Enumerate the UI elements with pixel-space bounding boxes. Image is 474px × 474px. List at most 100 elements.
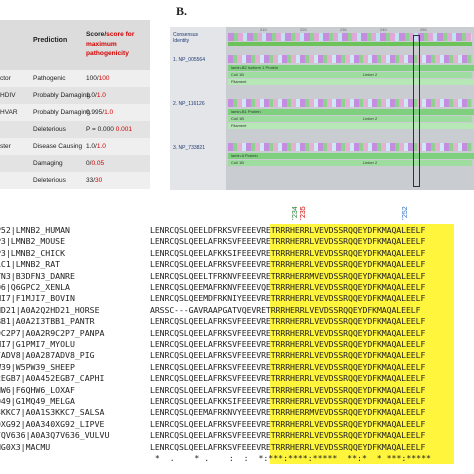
table-row: ctor Pathogenic 100/100 [0, 70, 150, 87]
prediction-table: Prediction Score/score for maximum patho… [0, 20, 150, 190]
protein-bar: lamin-B1 Protein [228, 109, 474, 115]
prediction-cell: Deleterious [33, 126, 66, 133]
alignment-row: Q6|Q6GPC2_XENLA LENRCQSLQEEMAFRKNVFEEEVQE… [0, 281, 474, 293]
ruler-tick: 250 [420, 27, 427, 32]
tool-cell: ctor [0, 75, 11, 82]
filament-bar: Filament [228, 79, 474, 85]
sequence-strip [228, 99, 472, 107]
score-value: 0 [86, 160, 90, 167]
sequence-residues: ARSSC---GAVRAAPGATVQEVRETRRRHERRLVEVDSSR… [150, 304, 421, 315]
table-row: Deleterious 33/30 [0, 172, 150, 189]
viewer-label-column [170, 27, 226, 190]
sequence-name: Q49|G1MQ49_MELGA [0, 396, 75, 406]
sequence-residues: LENRCQSLQEELAFRKSVFEEEVRETRRRHERRLVEVDSS… [150, 350, 426, 361]
ruler-tick: 240 [380, 27, 387, 32]
score-separator: / [96, 75, 99, 82]
consensus-line: * . * . : : *:***:****:***** **:* * ***:… [150, 453, 431, 463]
header-score-2: score for [106, 31, 135, 38]
sequence-residues: LENRCQSLQEELAFRKSVFEEEVRETRRRHERRLVEVDSS… [150, 339, 426, 349]
sequence-residues: LENRCQSLQEEMAFRKNVYEEEVRETRRRHERRMVEVDSS… [150, 407, 426, 418]
coil-bar: Coil 1B [228, 116, 361, 122]
coil-bar-end [422, 72, 472, 78]
sequence-residues: LENRCQSLQEELAFKKSIFEEEVRETRRRHERRLVEVDSS… [150, 396, 426, 406]
sequence-strip [228, 143, 472, 151]
header-score: Score/score for maximum pathogenicity [86, 30, 152, 59]
alignment-row: P3|LMNB2_CHICK LENRCQSLQEELAFKKSIFEEEVRET… [0, 247, 474, 259]
sequence-residues: LENRCQSLQEELAFKKSIFEEEVRETRRRHERRLVEVDSS… [150, 247, 426, 258]
linker-bar: Linker 2 [360, 116, 423, 122]
arrow-down-icon: ↓ [401, 216, 404, 222]
protein-bar: lamin A Protein [228, 153, 474, 159]
sequence-residues: LENRCQSLQEELAFRKSVFEEEVRETRRRHERRLVEVDSS… [150, 327, 426, 338]
entry-id: 1. NP_005564 [173, 57, 205, 63]
score-separator: / [89, 160, 92, 167]
score-max: 30 [95, 177, 103, 184]
sequence-residues: LENRCQSLQEELAFRKSVFEEEVRETRRRHERRLVEVDSS… [150, 316, 426, 327]
sequence-residues: LENRCQSLQEELAFRKSVFEEEVRETRRRHERRLVEVDSS… [150, 361, 426, 372]
score-value: 33 [86, 177, 94, 184]
sequence-name: LC1|LMNB2_RAT [0, 259, 61, 270]
sequence-name: BB1|A0A2I3TBB1_PANTR [0, 316, 95, 327]
prediction-cell: Probably Damaging [33, 109, 91, 116]
table-row: Damaging 0/0.05 [0, 155, 150, 172]
alignment-row: P3|LMNB2_MOUSE LENRCQSLQEELAFRKSVFEEEVRET… [0, 235, 474, 247]
sequence-residues: LENRCQSLQEELAFRKSVFEEEVRETRRRHERRLVEVDSS… [150, 418, 426, 429]
arrow-down-icon: ↓ [299, 216, 302, 222]
linker-bar: Linker 2 [360, 160, 423, 166]
sequence-name: 2EGB7|A0A452EGB7_CAPHI [0, 373, 105, 384]
sequence-residues: LENRCQSLQEELAFRKSVFEEEVRETRRRHERRLVEVDSS… [150, 373, 426, 384]
alignment-row: 3KKC7|A0A1S3KKC7_SALSA LENRCQSLQEEMAFRKNV… [0, 406, 474, 418]
header-prediction: Prediction [33, 37, 68, 44]
multiple-sequence-alignment: P52|LMNB2_HUMAN LENRCQSLQEELDFRKSVFEEEVRE… [0, 224, 474, 474]
protein-bar: lamin-B2 isoform 1 Protein [228, 65, 474, 71]
sequence-residues: LENRCQSLQEEMDFRKNIYEEEVRETRRRHERRLVEVDSS… [150, 293, 426, 304]
sequence-residues: LENRCQSLQEELAFRKSVFEEEVRETRRRHERRLVEVDSS… [150, 259, 426, 270]
alignment-row: HG0X3|MACMU LENRCQSLQEELAFRKSVFEEEVRETRRR… [0, 441, 474, 453]
alignment-row: Q49|G1MQ49_MELGA LENRCQSLQEELAFKKSIFEEEVR… [0, 395, 474, 407]
sequence-name: MI7|F1MJI7_BOVIN [0, 293, 75, 304]
consensus-strip [228, 33, 472, 41]
coil-bar-end [422, 116, 472, 122]
highlight-region [270, 224, 454, 464]
tool-cell: HDIV [0, 92, 16, 99]
table-row: HDIV Probably Damaging 1.0/1.0 [0, 87, 150, 104]
coil-bar: Coil 1B [228, 160, 361, 166]
score-value: 100 [86, 75, 97, 82]
score-separator: / [102, 109, 105, 116]
score-max: 100 [98, 75, 110, 82]
score-max: 1.0 [104, 109, 114, 116]
sequence-name: P3|LMNB2_MOUSE [0, 236, 66, 247]
arrow-down-icon: ↓ [291, 216, 294, 222]
panel-b-label: B. [176, 4, 188, 18]
header-score-4: pathogenicity [86, 50, 129, 57]
sequence-viewer: Consensus Identity 210 220 230 240 250 1. NP… [170, 27, 474, 190]
alignment-row: 0XG92|A0A340XG92_LIPVE LENRCQSLQEELAFRKSV… [0, 418, 474, 430]
linker-bar: Linker 2 [360, 72, 423, 78]
filament-bar: Filament [228, 123, 474, 129]
score-cell: P = 0.000 0.001 [86, 121, 132, 138]
sequence-residues: LENRCQSLQEELDFRKSVFEEEVRETRRRHERRLVEVDSS… [150, 225, 426, 235]
score-cell: 1.0/1.0 [86, 138, 106, 155]
prediction-cell: Disease Causing [33, 143, 83, 150]
score-value: 0.995 [86, 109, 103, 116]
identity-bar [228, 42, 472, 46]
alignment-row: MI7|G1PMI7_MYOLU LENRCQSLQEELAFRKSVFEEEVR… [0, 338, 474, 350]
sequence-name: 0XG92|A0A340XG92_LIPVE [0, 418, 105, 429]
score-cell: 0.995/1.0 [86, 104, 113, 121]
entry-id: 2. NP_116126 [173, 101, 205, 107]
sequence-residues: LENRCQSLQEEMAFRKNVFEEEVQETRRRHERRLVEVDSS… [150, 282, 426, 292]
sequence-name: HG0X3|MACMU [0, 441, 51, 452]
sequence-residues: LENRCQSLQEELAFRKSVFEEEVRETRRRHERRLVEVDSS… [150, 236, 426, 247]
table-row: Deleterious P = 0.000 0.001 [0, 121, 150, 138]
tool-cell: HVAR [0, 109, 18, 116]
alignment-row: 7ADV8|A0A287ADV8_PIG LENRCQSLQEELAFRKSVFE… [0, 349, 474, 361]
prediction-cell: Damaging [33, 160, 63, 167]
sequence-strip [228, 55, 472, 63]
tool-cell: ster [0, 143, 11, 150]
score-max: 0.001 [115, 126, 132, 133]
score-value: 1.0 [86, 92, 96, 99]
sequence-residues: LENRCQSLQEELTFRKNVFEEEVRETRRRHERRMVEVDSS… [150, 270, 426, 281]
alignment-row: BB1|A0A2I3TBB1_PANTR LENRCQSLQEELAFRKSVFE… [0, 315, 474, 327]
score-value: P = 0.000 [86, 126, 114, 133]
alignment-row: HW6|F6QHW6_LOXAF LENRCQSLQEELAFRKSVFEEEVR… [0, 384, 474, 396]
